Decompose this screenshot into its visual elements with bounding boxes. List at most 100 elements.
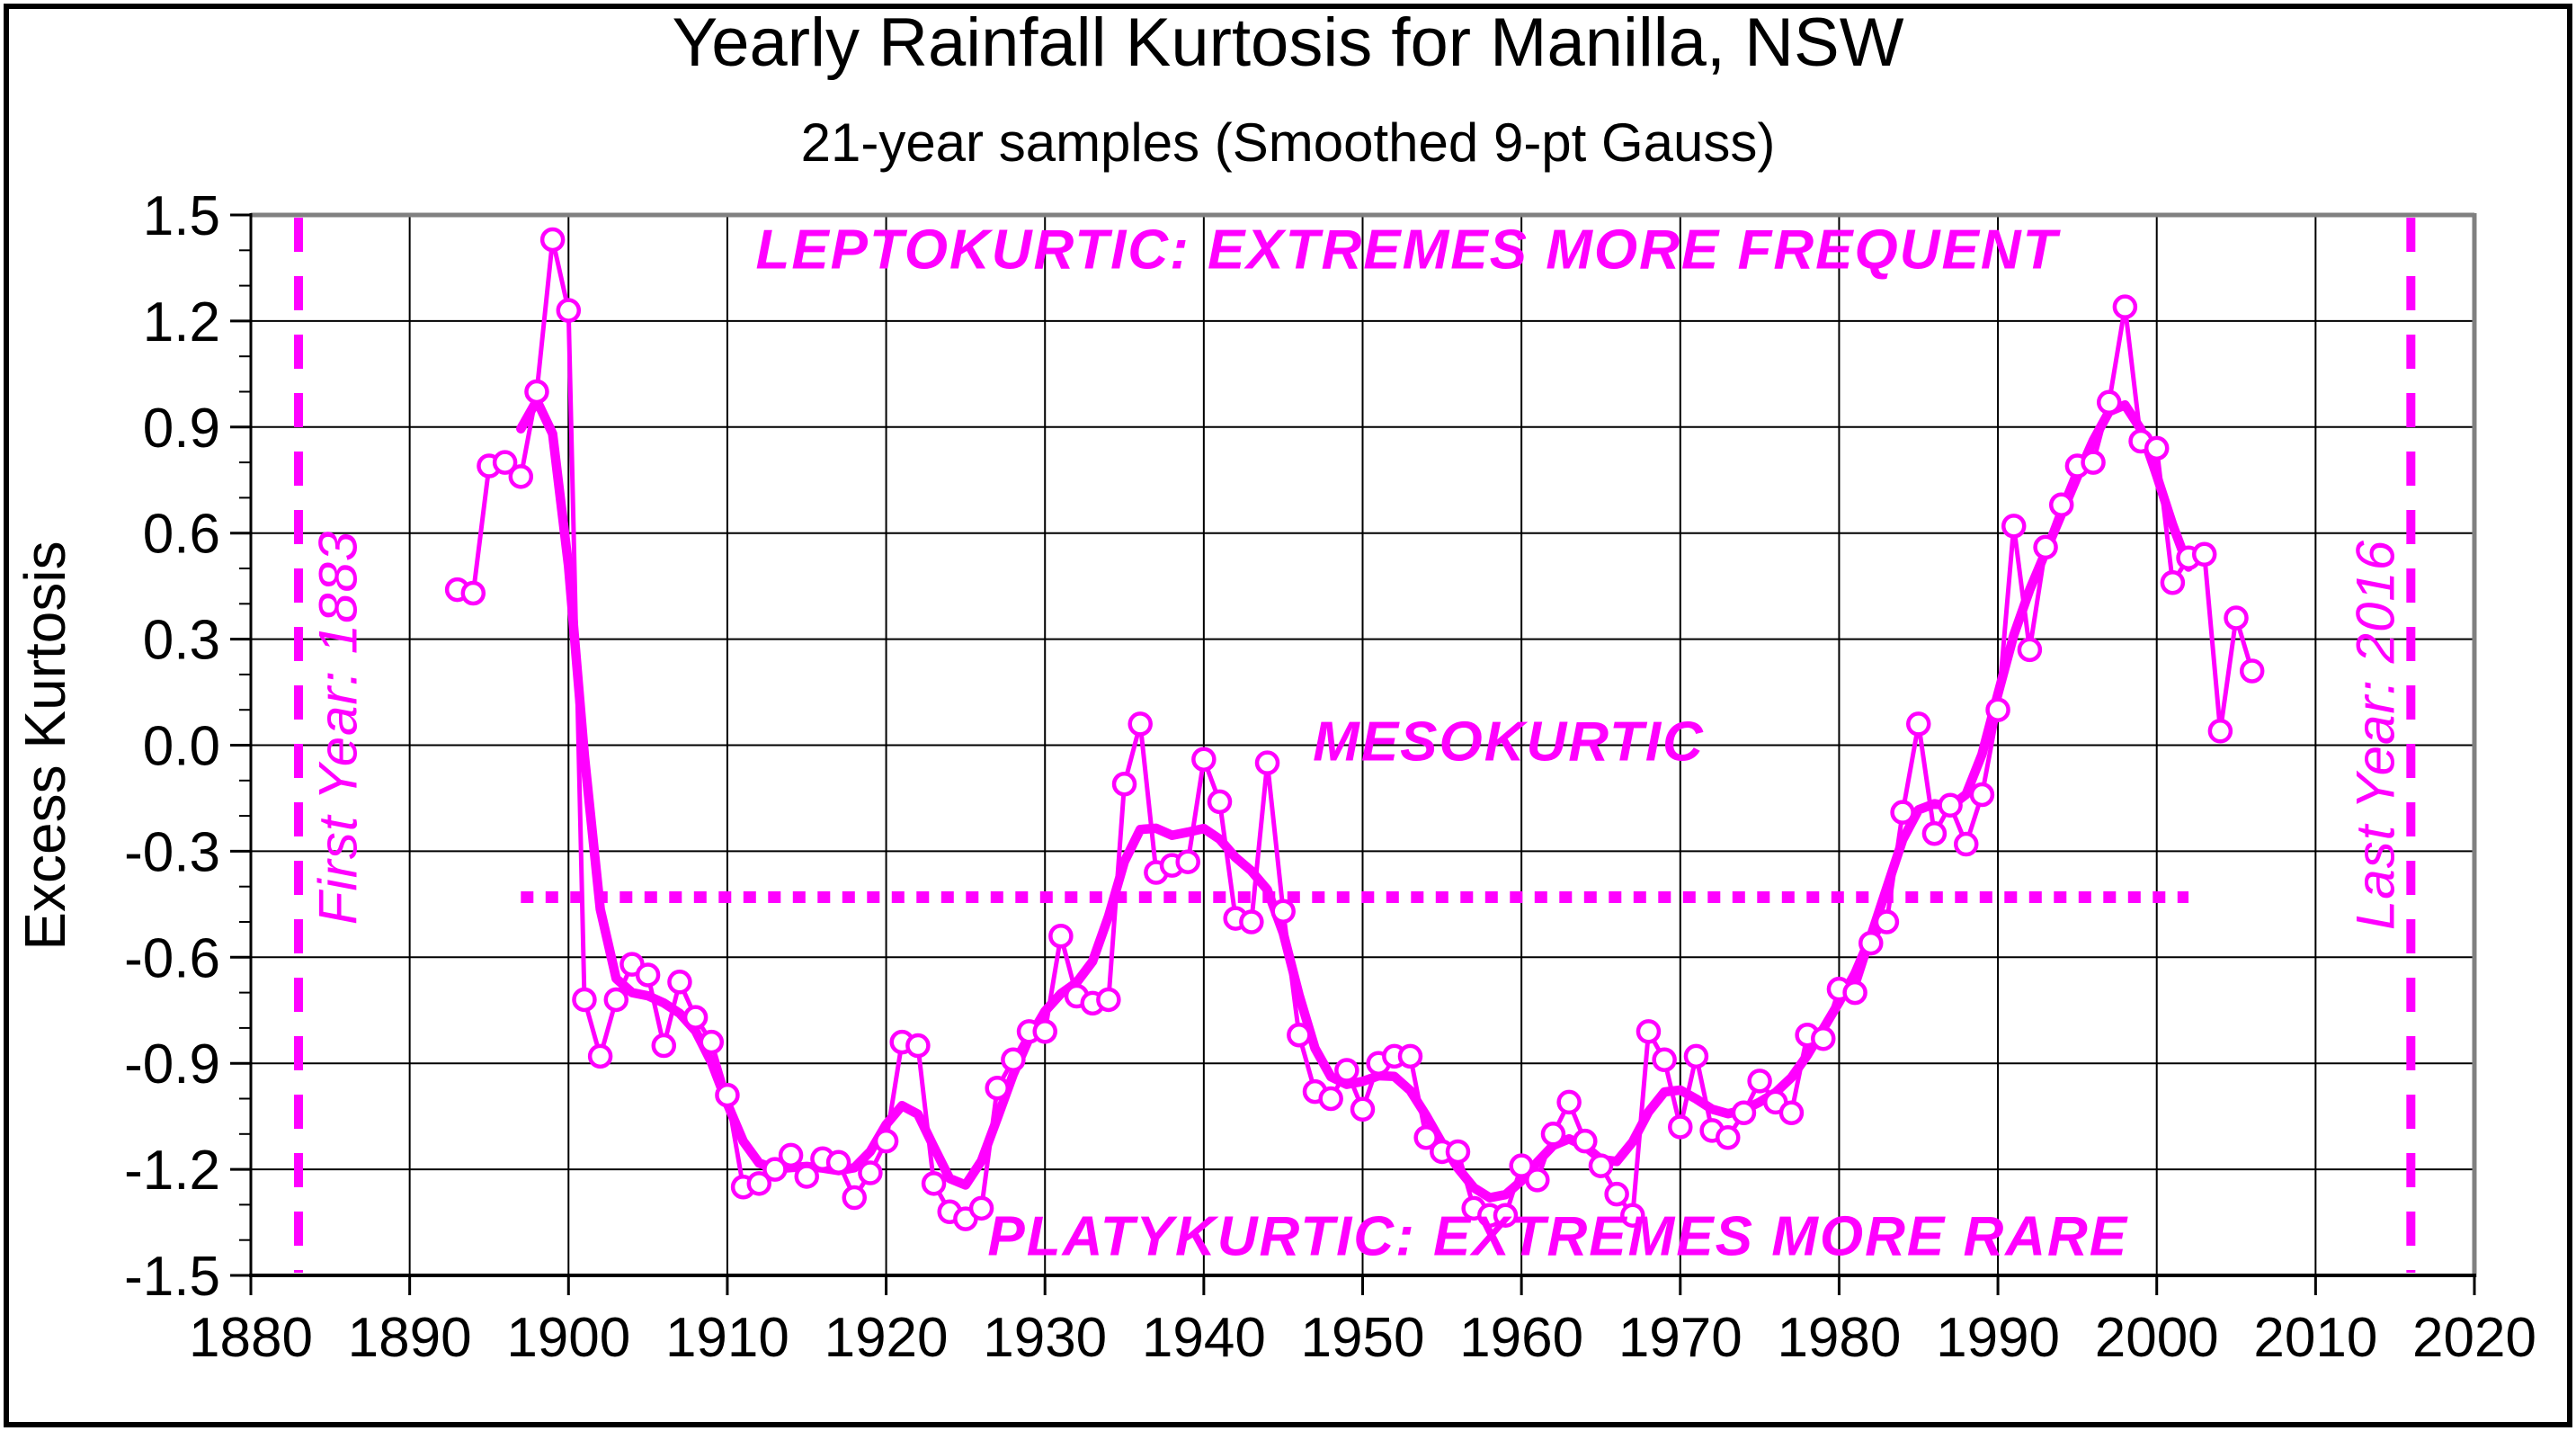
data-point-marker — [1509, 1153, 1534, 1178]
data-point-marker — [1350, 1096, 1376, 1122]
data-point-marker — [587, 1043, 613, 1069]
data-point-marker — [715, 1082, 740, 1108]
data-point-marker — [2239, 658, 2265, 684]
data-point-marker — [635, 962, 661, 988]
y-tick-label: 0.9 — [143, 398, 220, 460]
data-point-marker — [460, 580, 486, 606]
data-point-marker — [1334, 1058, 1359, 1083]
data-point-marker — [1668, 1114, 1693, 1140]
y-tick-label: -0.6 — [124, 927, 220, 989]
data-point-marker — [1525, 1167, 1550, 1193]
y-tick-label: -1.2 — [124, 1140, 220, 1202]
data-point-marker — [1096, 987, 1121, 1013]
data-point-marker — [2160, 569, 2186, 595]
data-point-marker — [2017, 637, 2043, 663]
chart-subtitle: 21-year samples (Smoothed 9-pt Gauss) — [800, 112, 1776, 173]
data-point-marker — [2001, 514, 2027, 539]
x-tick-label: 2020 — [2412, 1307, 2536, 1369]
data-point-marker — [1747, 1069, 1772, 1094]
data-point-marker — [1716, 1124, 1741, 1150]
x-tick-label: 1930 — [983, 1307, 1107, 1369]
data-point-marker — [492, 450, 518, 475]
data-point-marker — [1287, 1023, 1312, 1048]
data-point-marker — [1207, 789, 1233, 815]
data-point-marker — [1254, 750, 1280, 775]
leptokurtic-label: LEPTOKURTIC: EXTREMES MORE FREQUENT — [755, 219, 2059, 282]
data-point-marker — [1969, 782, 1995, 808]
data-point-marker — [1636, 1019, 1662, 1044]
y-tick-label: 0.6 — [143, 504, 220, 566]
data-point-marker — [603, 987, 629, 1013]
first-year-label: First Year: 1883 — [308, 530, 369, 926]
data-point-marker — [1588, 1153, 1614, 1178]
data-point-marker — [778, 1142, 804, 1168]
x-tick-label: 1960 — [1459, 1307, 1583, 1369]
data-point-marker — [1731, 1100, 1757, 1125]
data-point-marker — [873, 1128, 899, 1154]
data-point-marker — [1032, 1019, 1057, 1044]
data-point-marker — [2033, 534, 2058, 560]
y-tick-label: -0.3 — [124, 821, 220, 883]
x-tick-label: 1880 — [189, 1307, 313, 1369]
data-point-marker — [1556, 1089, 1582, 1115]
data-point-marker — [921, 1171, 947, 1196]
mesokurtic-label: MESOKURTIC — [1313, 711, 1705, 774]
y-tick-label: -1.5 — [124, 1246, 220, 1308]
data-point-marker — [1906, 711, 1931, 737]
data-point-marker — [1842, 979, 1867, 1006]
data-point-marker — [1811, 1025, 1836, 1051]
data-point-marker — [1111, 771, 1137, 797]
data-point-marker — [1048, 923, 1074, 949]
x-tick-label: 2010 — [2253, 1307, 2377, 1369]
x-tick-label: 1940 — [1142, 1307, 1266, 1369]
data-point-marker — [1938, 792, 1963, 818]
data-point-marker — [508, 464, 534, 489]
data-point-marker — [1985, 697, 2010, 722]
data-point-marker — [556, 298, 582, 323]
data-point-marker — [1604, 1181, 1629, 1207]
y-tick-label: 0.3 — [143, 610, 220, 672]
data-point-marker — [2112, 294, 2138, 319]
x-tick-label: 1950 — [1301, 1307, 1425, 1369]
data-point-marker — [1540, 1122, 1566, 1147]
data-point-marker — [2191, 541, 2217, 568]
data-point-marker — [1858, 930, 1884, 956]
data-point-marker — [1652, 1047, 1677, 1073]
data-point-marker — [1318, 1086, 1343, 1112]
x-tick-label: 1980 — [1777, 1307, 1901, 1369]
y-tick-label: -0.9 — [124, 1033, 220, 1096]
x-tick-label: 1900 — [506, 1307, 630, 1369]
x-tick-label: 1910 — [665, 1307, 789, 1369]
data-point-marker — [1445, 1139, 1471, 1165]
y-tick-label: 0.0 — [143, 716, 220, 778]
data-point-marker — [572, 987, 597, 1013]
data-point-marker — [524, 379, 549, 405]
data-point-marker — [1874, 909, 1900, 935]
data-point-marker — [682, 1005, 709, 1030]
data-point-marker — [1890, 800, 1915, 825]
data-point-marker — [699, 1029, 725, 1055]
x-tick-label: 1890 — [348, 1307, 472, 1369]
data-point-marker — [858, 1160, 883, 1185]
data-point-marker — [1921, 821, 1948, 846]
data-point-marker — [905, 1033, 931, 1059]
data-point-marker — [1270, 899, 1296, 924]
data-point-marker — [1778, 1100, 1805, 1125]
data-point-marker — [651, 1033, 677, 1059]
platykurtic-label: PLATYKURTIC: EXTREMES MORE RARE — [987, 1205, 2129, 1268]
data-point-marker — [667, 970, 692, 995]
data-point-marker — [2081, 450, 2106, 475]
data-point-marker — [2144, 435, 2170, 461]
y-tick-label: 1.2 — [143, 291, 220, 353]
data-point-marker — [2048, 492, 2074, 518]
data-point-marker — [539, 227, 566, 253]
last-year-label: Last Year: 2016 — [2345, 539, 2406, 930]
data-point-marker — [2207, 719, 2233, 744]
data-point-marker — [1573, 1128, 1598, 1154]
data-point-marker — [762, 1157, 788, 1182]
data-point-marker — [825, 1149, 851, 1175]
data-point-marker — [968, 1195, 994, 1221]
data-point-marker — [1413, 1124, 1439, 1150]
